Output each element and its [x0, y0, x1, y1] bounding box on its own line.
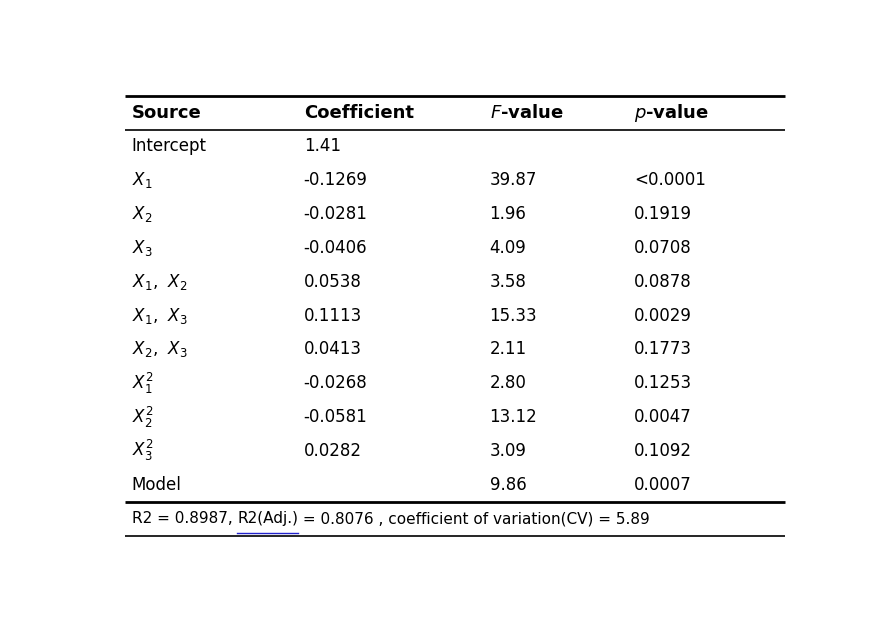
Text: 2.80: 2.80 — [489, 374, 527, 392]
Text: $\mathit{X}_3$: $\mathit{X}_3$ — [131, 238, 152, 258]
Text: 13.12: 13.12 — [489, 408, 537, 426]
Text: 0.1773: 0.1773 — [634, 340, 692, 358]
Text: 1.96: 1.96 — [489, 205, 527, 223]
Text: -0.0281: -0.0281 — [304, 205, 368, 223]
Text: -0.1269: -0.1269 — [304, 171, 368, 189]
Text: $\mathit{X}_2$,  $\mathit{X}_3$: $\mathit{X}_2$, $\mathit{X}_3$ — [131, 339, 187, 359]
Text: Coefficient: Coefficient — [304, 104, 414, 122]
Text: 0.0282: 0.0282 — [304, 442, 361, 460]
Text: 0.1113: 0.1113 — [304, 307, 362, 324]
Text: 3.58: 3.58 — [489, 273, 527, 291]
Text: $\mathit{X}_2$: $\mathit{X}_2$ — [131, 204, 152, 224]
Text: 0.0538: 0.0538 — [304, 273, 361, 291]
Text: 0.1919: 0.1919 — [634, 205, 692, 223]
Text: 0.0413: 0.0413 — [304, 340, 361, 358]
Text: $\mathit{X}_1$: $\mathit{X}_1$ — [131, 170, 152, 190]
Text: R2(Adj.): R2(Adj.) — [237, 511, 298, 526]
Text: 2.11: 2.11 — [489, 340, 527, 358]
Text: 3.09: 3.09 — [489, 442, 527, 460]
Text: <0.0001: <0.0001 — [634, 171, 706, 189]
Text: 0.1253: 0.1253 — [634, 374, 692, 392]
Text: 9.86: 9.86 — [489, 476, 527, 493]
Text: 0.0029: 0.0029 — [634, 307, 692, 324]
Text: $\mathbf{\mathit{F}}$-value: $\mathbf{\mathit{F}}$-value — [489, 104, 564, 122]
Text: $\mathit{X}_3^2$: $\mathit{X}_3^2$ — [131, 438, 154, 464]
Text: 0.0047: 0.0047 — [634, 408, 692, 426]
Text: $\mathbf{\mathit{p}}$-value: $\mathbf{\mathit{p}}$-value — [634, 102, 710, 124]
Text: -0.0581: -0.0581 — [304, 408, 368, 426]
Text: $\mathit{X}_1$,  $\mathit{X}_2$: $\mathit{X}_1$, $\mathit{X}_2$ — [131, 272, 187, 291]
Text: Intercept: Intercept — [131, 138, 207, 156]
Text: R2 = 0.8987,: R2 = 0.8987, — [131, 511, 237, 526]
Text: Model: Model — [131, 476, 181, 493]
Text: $\mathit{X}_1$,  $\mathit{X}_3$: $\mathit{X}_1$, $\mathit{X}_3$ — [131, 305, 187, 326]
Text: 15.33: 15.33 — [489, 307, 537, 324]
Text: 1.41: 1.41 — [304, 138, 341, 156]
Text: 0.1092: 0.1092 — [634, 442, 692, 460]
Text: = 0.8076 , coefficient of variation(CV) = 5.89: = 0.8076 , coefficient of variation(CV) … — [298, 511, 650, 526]
Text: Source: Source — [131, 104, 202, 122]
Text: 39.87: 39.87 — [489, 171, 537, 189]
Text: 0.0878: 0.0878 — [634, 273, 692, 291]
Text: -0.0268: -0.0268 — [304, 374, 368, 392]
Text: 0.0708: 0.0708 — [634, 239, 692, 257]
Text: $\mathit{X}_2^2$: $\mathit{X}_2^2$ — [131, 404, 154, 430]
Text: $\mathit{X}_1^2$: $\mathit{X}_1^2$ — [131, 371, 154, 396]
Text: 0.0007: 0.0007 — [634, 476, 692, 493]
Text: -0.0406: -0.0406 — [304, 239, 368, 257]
Text: 4.09: 4.09 — [489, 239, 527, 257]
